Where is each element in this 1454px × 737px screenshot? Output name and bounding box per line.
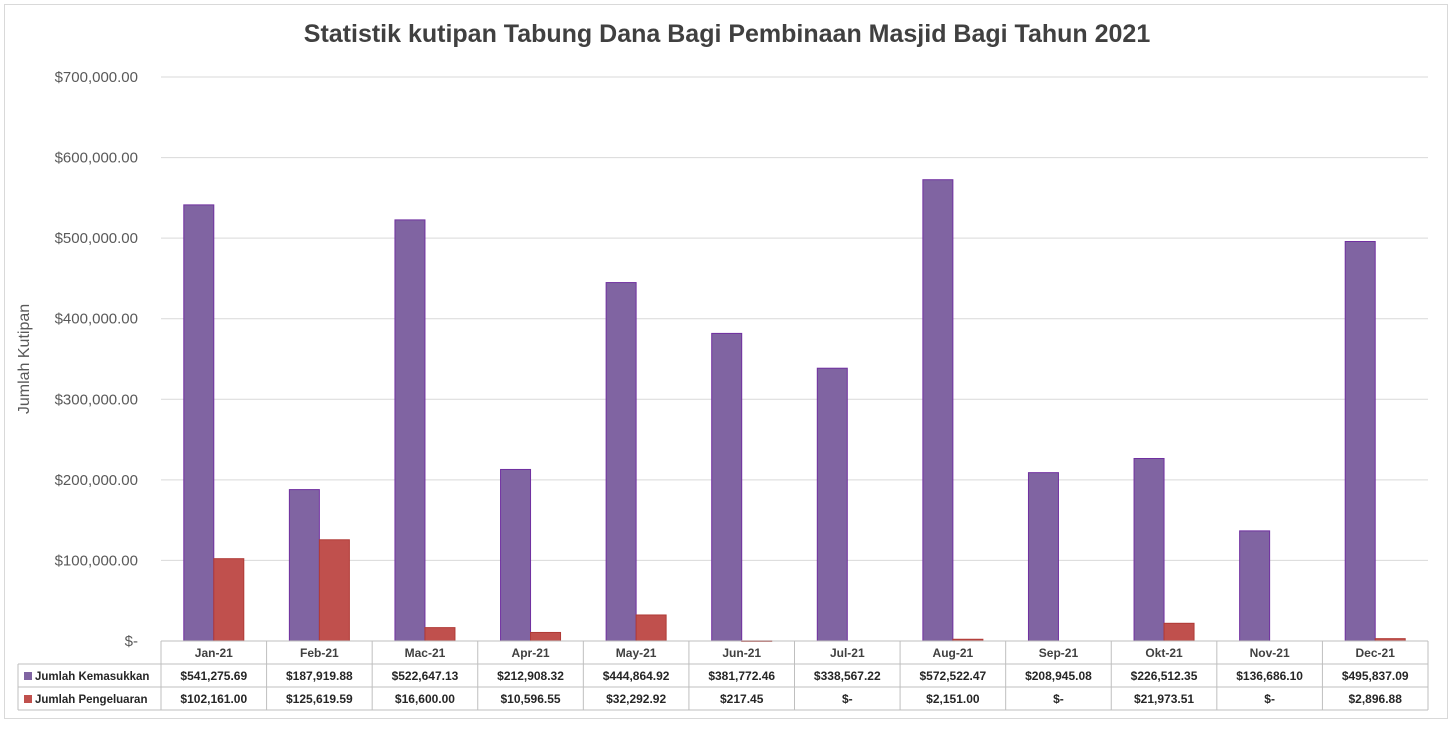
x-tick-label: May-21 [616,646,657,660]
data-label: $2,896.88 [1349,692,1403,706]
bar-kemasukkan [288,489,320,642]
x-tick-label: Sep-21 [1039,646,1079,660]
data-label: $16,600.00 [395,692,455,706]
x-tick-label: Apr-21 [512,646,550,660]
bar-kemasukkan [1133,457,1165,642]
data-label: $- [1053,692,1064,706]
bar-kemasukkan [816,367,848,642]
data-label: $136,686.10 [1236,669,1303,683]
legend-label: Jumlah Pengeluaran [35,694,147,706]
bar-kemasukkan [605,282,637,642]
data-label: $125,619.59 [286,692,353,706]
bar-kemasukkan [183,204,215,642]
bar-kemasukkan [1239,530,1271,642]
y-tick-label: $400,000.00 [55,311,138,328]
y-tick-label: $500,000.00 [55,230,138,247]
data-label: $212,908.32 [497,669,564,683]
data-label: $2,151.00 [926,692,980,706]
legend-label: Jumlah Kemasukkan [35,671,149,683]
data-label: $541,275.69 [180,669,247,683]
data-label: $226,512.35 [1131,669,1198,683]
data-label: $- [842,692,853,706]
legend-swatch [24,695,32,703]
bar-pengeluaran [1163,622,1195,642]
data-label: $10,596.55 [501,692,561,706]
data-label: $102,161.00 [180,692,247,706]
bar-kemasukkan [500,468,532,642]
bar-kemasukkan [1027,472,1059,642]
x-tick-label: Jun-21 [722,646,761,660]
data-label: $572,522.47 [920,669,987,683]
bar-pengeluaran [635,614,667,642]
x-tick-label: Feb-21 [300,646,339,660]
y-tick-label: $100,000.00 [55,552,138,569]
x-tick-label: Aug-21 [933,646,974,660]
data-label: $217.45 [720,692,764,706]
bar-kemasukkan [922,179,954,642]
y-tick-label: $600,000.00 [55,150,138,167]
x-tick-label: Jan-21 [195,646,233,660]
y-tick-label: $200,000.00 [55,472,138,489]
data-label: $495,837.09 [1342,669,1409,683]
y-tick-label: $700,000.00 [55,69,138,86]
bar-pengeluaran [530,631,562,642]
y-tick-label: $- [125,633,138,650]
data-label: $522,647.13 [392,669,459,683]
bar-pengeluaran [213,558,245,642]
legend-swatch [24,672,32,680]
bar-pengeluaran [318,539,350,642]
data-label: $21,973.51 [1134,692,1194,706]
data-label: $- [1264,692,1275,706]
bar-kemasukkan [1344,240,1376,642]
data-label: $381,772.46 [708,669,775,683]
chart-title: Statistik kutipan Tabung Dana Bagi Pembi… [303,20,1151,48]
data-label: $187,919.88 [286,669,353,683]
x-tick-label: Nov-21 [1250,646,1290,660]
data-label: $32,292.92 [606,692,666,706]
bar-kemasukkan [394,219,426,642]
x-tick-label: Jul-21 [830,646,865,660]
bar-kemasukkan [711,332,743,642]
x-tick-label: Mac-21 [405,646,446,660]
x-tick-label: Dec-21 [1356,646,1396,660]
bar-pengeluaran [424,627,456,642]
y-axis-title: Jumlah Kutipan [16,304,33,414]
x-tick-label: Okt-21 [1145,646,1183,660]
data-label: $338,567.22 [814,669,881,683]
y-tick-label: $300,000.00 [55,391,138,408]
data-label: $444,864.92 [603,669,670,683]
data-label: $208,945.08 [1025,669,1092,683]
